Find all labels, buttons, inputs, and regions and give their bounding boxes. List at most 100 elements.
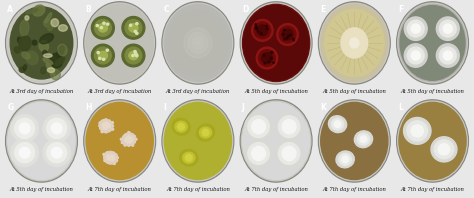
Ellipse shape xyxy=(15,118,35,138)
Ellipse shape xyxy=(25,16,29,20)
Text: At 7th day of incubation: At 7th day of incubation xyxy=(244,188,308,192)
Ellipse shape xyxy=(136,55,138,57)
Ellipse shape xyxy=(439,20,456,37)
Ellipse shape xyxy=(19,147,30,158)
Ellipse shape xyxy=(129,24,132,26)
Ellipse shape xyxy=(271,51,272,53)
Text: H: H xyxy=(85,103,92,112)
Ellipse shape xyxy=(255,28,256,29)
Ellipse shape xyxy=(131,134,133,136)
Ellipse shape xyxy=(437,17,459,40)
Ellipse shape xyxy=(55,57,65,66)
Ellipse shape xyxy=(243,4,310,82)
Ellipse shape xyxy=(258,50,275,66)
Ellipse shape xyxy=(107,23,109,25)
Ellipse shape xyxy=(241,101,311,181)
Ellipse shape xyxy=(86,102,153,180)
Ellipse shape xyxy=(411,125,423,137)
Text: At 5th day of incubation: At 5th day of incubation xyxy=(9,188,73,192)
Ellipse shape xyxy=(39,41,48,52)
Ellipse shape xyxy=(58,44,67,56)
Text: G: G xyxy=(7,103,13,112)
Ellipse shape xyxy=(11,114,38,142)
Ellipse shape xyxy=(264,63,266,64)
Ellipse shape xyxy=(135,53,137,55)
Ellipse shape xyxy=(278,143,300,164)
Ellipse shape xyxy=(94,19,111,36)
Ellipse shape xyxy=(266,25,267,27)
Ellipse shape xyxy=(8,102,75,180)
Ellipse shape xyxy=(111,128,114,130)
Ellipse shape xyxy=(109,162,112,164)
Ellipse shape xyxy=(334,121,341,128)
Ellipse shape xyxy=(133,135,136,138)
Ellipse shape xyxy=(290,34,291,36)
Ellipse shape xyxy=(104,159,106,162)
Ellipse shape xyxy=(108,120,110,122)
Ellipse shape xyxy=(271,57,273,59)
Ellipse shape xyxy=(97,51,100,54)
Ellipse shape xyxy=(275,113,303,141)
Ellipse shape xyxy=(128,132,130,134)
Ellipse shape xyxy=(200,127,211,138)
Ellipse shape xyxy=(188,32,208,53)
Ellipse shape xyxy=(331,118,344,130)
Ellipse shape xyxy=(256,28,257,29)
Ellipse shape xyxy=(47,118,67,138)
Ellipse shape xyxy=(319,101,389,181)
Ellipse shape xyxy=(47,68,55,72)
Ellipse shape xyxy=(411,24,420,33)
Ellipse shape xyxy=(321,4,388,82)
Ellipse shape xyxy=(400,6,465,80)
Ellipse shape xyxy=(102,58,105,60)
Ellipse shape xyxy=(163,101,233,181)
Ellipse shape xyxy=(22,52,30,59)
Text: F: F xyxy=(398,5,403,14)
Ellipse shape xyxy=(245,113,272,141)
Text: At 3rd day of incubation: At 3rd day of incubation xyxy=(9,89,73,94)
Ellipse shape xyxy=(91,44,114,67)
Ellipse shape xyxy=(121,141,124,144)
Ellipse shape xyxy=(19,123,30,134)
Ellipse shape xyxy=(404,17,427,40)
Ellipse shape xyxy=(397,2,468,84)
Ellipse shape xyxy=(240,100,312,182)
Ellipse shape xyxy=(244,6,309,80)
Ellipse shape xyxy=(43,114,71,142)
Ellipse shape xyxy=(262,53,272,64)
Ellipse shape xyxy=(98,51,108,60)
Ellipse shape xyxy=(99,57,101,59)
Ellipse shape xyxy=(32,40,37,45)
Ellipse shape xyxy=(41,67,46,74)
Ellipse shape xyxy=(84,100,155,182)
Ellipse shape xyxy=(128,144,130,146)
Ellipse shape xyxy=(257,31,259,32)
Ellipse shape xyxy=(443,51,452,60)
Ellipse shape xyxy=(106,152,109,154)
Ellipse shape xyxy=(175,121,187,132)
Ellipse shape xyxy=(438,144,450,155)
Ellipse shape xyxy=(104,151,118,164)
Ellipse shape xyxy=(319,3,389,83)
Ellipse shape xyxy=(443,24,452,33)
Ellipse shape xyxy=(57,46,64,57)
Ellipse shape xyxy=(50,69,60,80)
Text: At 5th day of incubation: At 5th day of incubation xyxy=(322,89,386,94)
Ellipse shape xyxy=(26,9,38,14)
Ellipse shape xyxy=(255,26,257,27)
Ellipse shape xyxy=(252,19,273,41)
Ellipse shape xyxy=(85,3,155,83)
Text: L: L xyxy=(398,103,403,112)
Ellipse shape xyxy=(403,117,431,144)
Ellipse shape xyxy=(275,140,303,167)
Ellipse shape xyxy=(124,135,133,144)
Ellipse shape xyxy=(106,49,109,51)
Ellipse shape xyxy=(178,123,184,130)
Ellipse shape xyxy=(124,144,126,146)
Ellipse shape xyxy=(43,58,53,64)
Ellipse shape xyxy=(50,53,63,68)
Ellipse shape xyxy=(109,152,112,154)
Ellipse shape xyxy=(350,38,359,48)
Ellipse shape xyxy=(99,119,113,132)
Ellipse shape xyxy=(437,44,459,67)
